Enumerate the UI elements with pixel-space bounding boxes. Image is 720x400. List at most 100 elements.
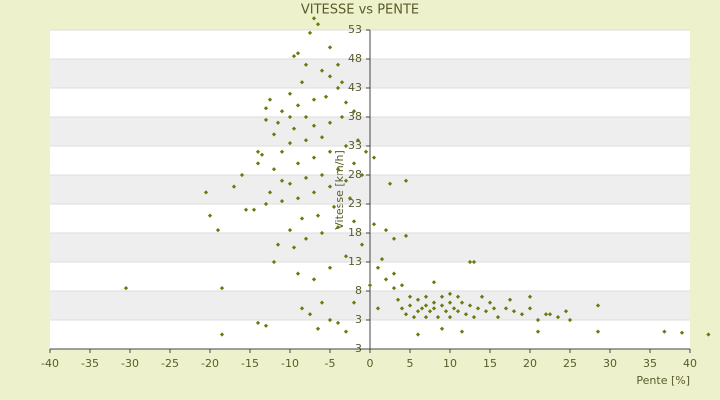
point (463, 312, 469, 317)
point (467, 303, 473, 308)
point (391, 236, 397, 241)
y-tick-label: 43 (348, 81, 362, 94)
point (555, 314, 561, 320)
point (403, 178, 409, 183)
y-tick-label: 18 (348, 226, 362, 239)
y-axis-label: Vitesse [km/h] (333, 150, 346, 230)
point (662, 329, 667, 334)
point (527, 306, 533, 311)
point (403, 312, 409, 317)
point (279, 178, 285, 183)
point (447, 300, 453, 305)
point (423, 303, 429, 308)
point (203, 190, 209, 195)
x-tick-label: -15 (241, 357, 259, 370)
point (311, 190, 317, 195)
x-tick-label: 0 (367, 357, 374, 370)
point (343, 143, 349, 149)
point (391, 285, 397, 291)
x-tick-label: 5 (407, 357, 414, 370)
point (535, 329, 541, 334)
point (567, 317, 573, 323)
point (251, 207, 257, 212)
chart-title: VITESSE vs PENTE (301, 3, 419, 18)
point (319, 300, 325, 305)
point (303, 175, 309, 181)
point (419, 306, 425, 311)
point (327, 149, 333, 154)
y-tick-label: 33 (348, 139, 362, 152)
point (375, 306, 381, 311)
point (319, 135, 325, 140)
point (411, 314, 417, 320)
point (443, 309, 449, 314)
x-axis-label: Pente [%] (636, 374, 690, 387)
point (279, 149, 285, 154)
point (431, 280, 437, 285)
point (487, 300, 493, 305)
x-tick-label: -5 (325, 357, 336, 370)
point (271, 132, 277, 137)
point (595, 303, 601, 308)
point (319, 172, 325, 178)
point (207, 213, 213, 218)
point (391, 271, 397, 276)
point (331, 204, 337, 210)
point (259, 152, 265, 157)
point (311, 155, 317, 160)
point (303, 236, 309, 241)
point (535, 317, 541, 323)
y-tick-label: 53 (348, 23, 362, 36)
x-tick-label: 25 (563, 357, 577, 370)
point (375, 265, 381, 270)
point (451, 306, 457, 311)
point (291, 245, 297, 250)
point (527, 294, 533, 299)
point (255, 149, 261, 154)
point (491, 306, 497, 311)
point (243, 207, 249, 212)
point (263, 201, 269, 207)
point (315, 22, 321, 27)
point (255, 161, 261, 166)
point (287, 140, 293, 146)
point (479, 294, 485, 299)
x-tick-label: 35 (643, 357, 657, 370)
point (295, 271, 301, 276)
point (399, 283, 405, 288)
point (215, 227, 221, 233)
point (415, 332, 421, 337)
point (395, 297, 401, 302)
point (299, 306, 305, 311)
point (279, 198, 285, 204)
point (359, 242, 365, 247)
point (447, 314, 453, 320)
point (379, 256, 385, 262)
point (343, 178, 349, 183)
x-tick-label: 15 (483, 357, 497, 370)
point (407, 303, 413, 308)
point (287, 227, 293, 233)
point (423, 294, 429, 299)
x-tick-label: 30 (603, 357, 617, 370)
point (327, 265, 333, 270)
point (459, 329, 465, 334)
point (335, 225, 341, 230)
point (403, 233, 409, 239)
point (431, 306, 437, 311)
point (335, 320, 341, 326)
point (315, 326, 321, 331)
point (511, 309, 517, 314)
point (439, 294, 445, 299)
point (343, 254, 349, 259)
x-tick-label: -20 (201, 357, 219, 370)
x-tick-label: -35 (81, 357, 99, 370)
point (307, 312, 313, 317)
point (563, 309, 569, 314)
point (475, 306, 481, 311)
point (335, 167, 341, 172)
point (455, 309, 461, 314)
point (399, 306, 405, 311)
point (271, 259, 277, 265)
x-tick-label: -30 (121, 357, 139, 370)
